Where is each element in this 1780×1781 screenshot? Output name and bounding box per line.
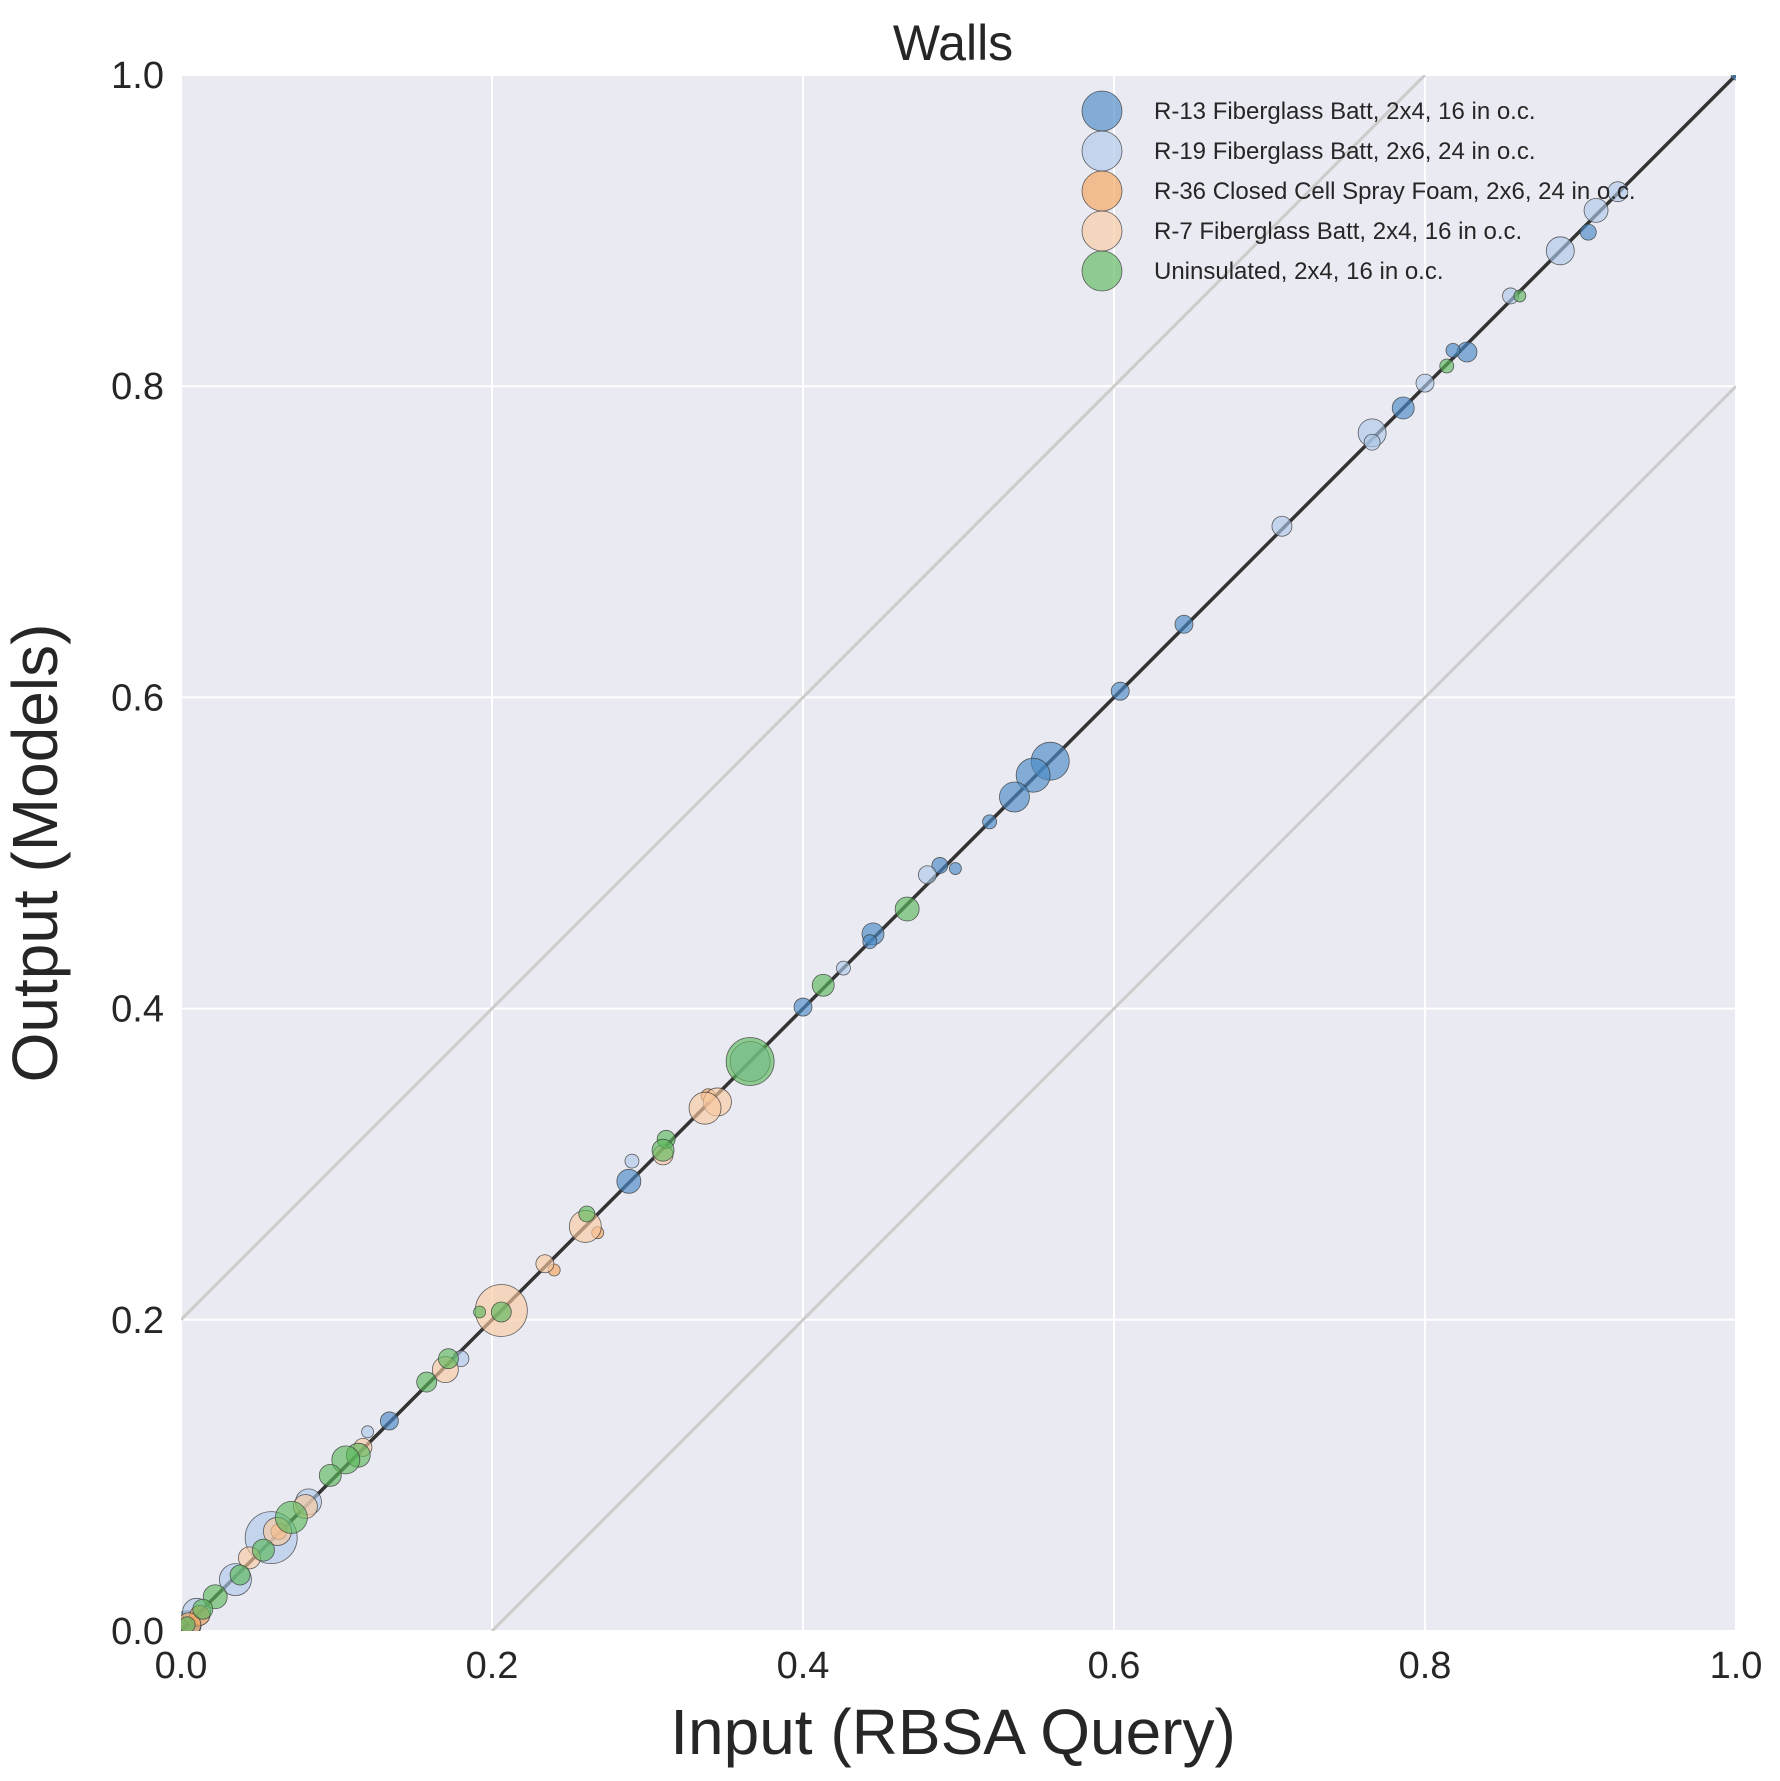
data-point — [192, 1598, 214, 1620]
chart-title: Walls — [893, 15, 1013, 71]
y-tick-label: 0.8 — [111, 366, 164, 408]
x-tick-label: 1.0 — [1710, 1645, 1763, 1687]
data-point — [725, 1037, 775, 1086]
data-point — [1583, 197, 1609, 223]
legend: R-13 Fiberglass Batt, 2x4, 16 in o.c. R-1… — [1081, 90, 1636, 292]
y-tick-label: 1.0 — [111, 55, 164, 97]
data-point — [1015, 757, 1051, 793]
data-point — [1174, 614, 1194, 634]
data-point — [651, 1138, 675, 1162]
plot-area: 0.0 0.2 0.4 0.6 0.8 1.0 0.0 0.2 0.4 0.6 0.8 1.0 — [111, 55, 1762, 1687]
data-point — [1391, 396, 1415, 420]
data-point — [1271, 515, 1293, 537]
x-tick-label: 0.6 — [1088, 1645, 1141, 1687]
data-point — [361, 1425, 375, 1439]
data-point — [793, 997, 813, 1017]
legend-marker — [1081, 130, 1123, 172]
data-point — [624, 1153, 640, 1169]
data-point — [416, 1371, 438, 1393]
data-point — [918, 865, 937, 885]
tolerance-line — [181, 75, 1427, 1321]
y-axis-label: Output (Models) — [0, 624, 71, 1083]
data-point — [473, 1305, 486, 1319]
legend-marker — [1081, 90, 1123, 132]
x-tick-label: 0.2 — [466, 1645, 519, 1687]
y-tick-label: 0.0 — [111, 1611, 164, 1653]
tolerance-line — [490, 385, 1736, 1631]
data-point — [252, 1538, 275, 1562]
data-point — [688, 1091, 722, 1125]
x-tick-label: 0.8 — [1399, 1645, 1452, 1687]
data-points — [181, 75, 1736, 1631]
data-point — [1730, 75, 1736, 81]
data-point — [982, 814, 997, 830]
x-tick-label: 0.0 — [155, 1645, 208, 1687]
legend-label: R-7 Fiberglass Batt, 2x4, 16 in o.c. — [1154, 218, 1522, 245]
data-point — [578, 1205, 596, 1223]
data-point — [616, 1168, 642, 1194]
data-point — [1579, 223, 1597, 241]
y-tick-label: 0.4 — [111, 989, 164, 1031]
legend-label: R-19 Fiberglass Batt, 2x6, 24 in o.c. — [1154, 138, 1536, 165]
data-point — [438, 1348, 459, 1370]
data-point — [836, 960, 851, 976]
data-point — [1445, 343, 1461, 358]
y-tick-label: 0.6 — [111, 677, 164, 719]
data-point — [862, 934, 878, 950]
legend-marker — [1081, 250, 1123, 292]
data-point — [999, 781, 1030, 813]
data-point — [1110, 681, 1130, 701]
legend-label: R-36 Closed Cell Spray Foam, 2x6, 24 in … — [1154, 178, 1636, 205]
data-point — [894, 896, 920, 922]
x-axis-label: Input (RBSA Query) — [670, 1696, 1236, 1768]
data-point — [535, 1254, 555, 1274]
data-point — [1607, 181, 1629, 203]
data-point — [181, 1616, 196, 1631]
data-point — [931, 857, 949, 874]
data-point — [948, 862, 962, 875]
data-point — [318, 1464, 342, 1487]
data-point — [275, 1501, 308, 1534]
data-point — [1439, 358, 1455, 374]
data-point — [490, 1301, 512, 1323]
data-point — [379, 1411, 399, 1431]
data-point — [229, 1564, 251, 1586]
x-tick-label: 0.4 — [777, 1645, 830, 1687]
legend-marker — [1081, 170, 1123, 212]
data-point — [1363, 433, 1381, 451]
data-point — [1415, 373, 1435, 393]
data-point — [1545, 236, 1575, 266]
legend-label: R-13 Fiberglass Batt, 2x4, 16 in o.c. — [1154, 98, 1536, 125]
legend-marker — [1081, 210, 1123, 252]
data-point — [1513, 289, 1527, 303]
y-tick-label: 0.2 — [111, 1300, 164, 1342]
legend-label: Uninsulated, 2x4, 16 in o.c. — [1154, 258, 1444, 285]
data-point — [811, 973, 835, 997]
data-point — [331, 1445, 361, 1475]
